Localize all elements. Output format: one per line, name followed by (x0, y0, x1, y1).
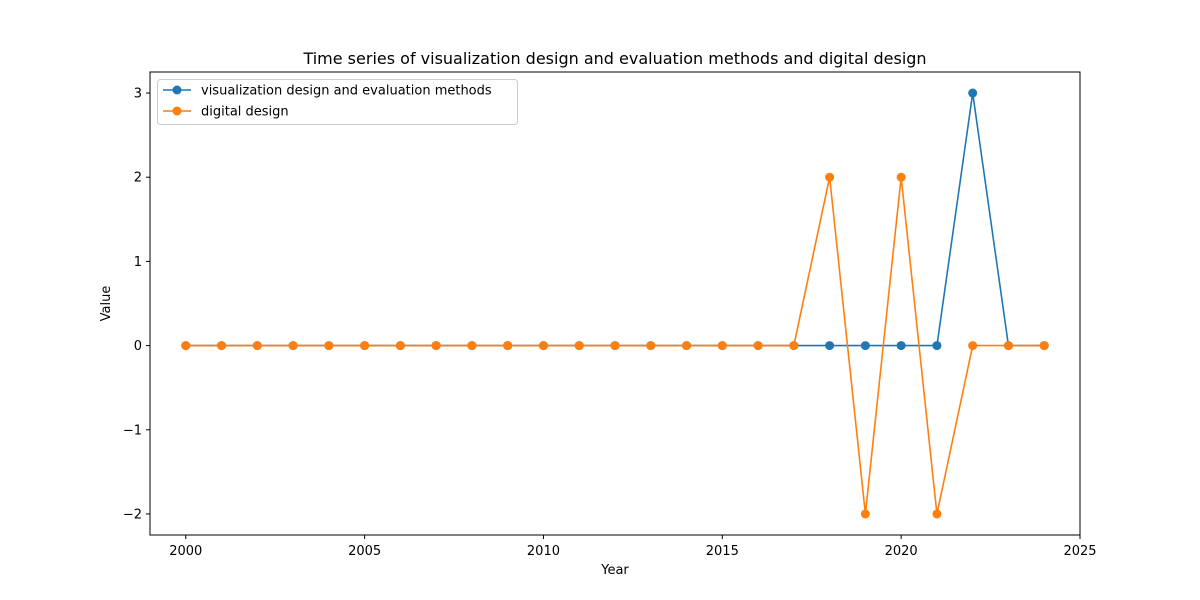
data-point (896, 341, 906, 351)
x-tick-label: 2025 (1063, 544, 1096, 559)
data-point (252, 341, 262, 351)
plot-area (181, 88, 1049, 519)
data-point (860, 341, 870, 351)
data-point (646, 341, 656, 351)
x-tick-label: 2010 (527, 544, 560, 559)
legend-marker (172, 85, 182, 95)
y-tick-label: −1 (123, 423, 142, 438)
chart-title: Time series of visualization design and … (302, 49, 926, 68)
x-axis-label: Year (600, 563, 629, 578)
data-point (610, 341, 620, 351)
data-point (717, 341, 727, 351)
legend-marker (172, 106, 182, 116)
legend: visualization design and evaluation meth… (157, 79, 518, 125)
data-point (968, 88, 978, 98)
x-tick-label: 2000 (169, 544, 202, 559)
legend-box (157, 79, 518, 125)
data-point (1039, 341, 1049, 351)
data-point (217, 341, 227, 351)
data-point (503, 341, 513, 351)
data-point (825, 172, 835, 182)
series-2 (181, 172, 1049, 519)
legend-label: visualization design and evaluation meth… (201, 84, 492, 99)
y-axis-label: Value (99, 286, 114, 322)
data-point (860, 509, 870, 519)
x-tick-label: 2005 (348, 544, 381, 559)
data-point (538, 341, 548, 351)
y-tick-label: 0 (134, 339, 142, 354)
legend-label: digital design (201, 105, 289, 120)
y-tick-label: 1 (134, 255, 142, 270)
data-point (753, 341, 763, 351)
data-point (682, 341, 692, 351)
plot-frame (149, 71, 1081, 536)
data-point (968, 341, 978, 351)
data-point (288, 341, 298, 351)
data-point (360, 341, 370, 351)
data-point (467, 341, 477, 351)
data-point (789, 341, 799, 351)
axis-ticks: 2000 2005 2010 2015 2020 2025 −2 −1 0 1 2 3 (123, 87, 1097, 559)
data-point (395, 341, 405, 351)
x-tick-label: 2015 (706, 544, 739, 559)
data-point (932, 341, 942, 351)
y-tick-label: −2 (123, 507, 142, 522)
data-point (1003, 341, 1013, 351)
data-point (825, 341, 835, 351)
data-point (181, 341, 191, 351)
data-point (324, 341, 334, 351)
series-1 (181, 88, 1049, 351)
data-point (932, 509, 942, 519)
y-tick-label: 2 (134, 171, 142, 186)
y-tick-label: 3 (134, 87, 142, 102)
x-tick-label: 2020 (885, 544, 918, 559)
data-point (431, 341, 441, 351)
data-point (574, 341, 584, 351)
data-point (896, 172, 906, 182)
